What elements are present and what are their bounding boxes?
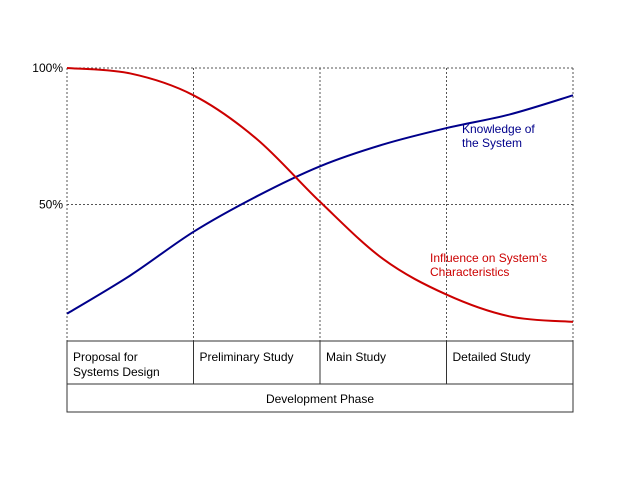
- xlabel: Development Phase: [266, 392, 374, 406]
- y-axis: 100% 50%: [32, 61, 63, 212]
- series-line-1: [66, 67, 574, 323]
- grid-layer: [66, 67, 574, 341]
- phase-label: Systems Design: [73, 365, 160, 379]
- phase-label: Main Study: [326, 350, 386, 364]
- series-line-0: [66, 94, 574, 315]
- series-label-0: the System: [462, 136, 522, 150]
- phase-label: Proposal for: [73, 350, 138, 364]
- y-tick-label: 100%: [32, 61, 63, 75]
- series-label-1: Characteristics: [430, 265, 509, 279]
- phase-label: Detailed Study: [453, 350, 531, 364]
- y-tick-label: 50%: [39, 198, 63, 212]
- phase-label: Preliminary Study: [200, 350, 294, 364]
- series-label-1: Influence on System’s: [430, 251, 547, 265]
- series-label-0: Knowledge of: [462, 122, 535, 136]
- series-layer: [66, 67, 574, 323]
